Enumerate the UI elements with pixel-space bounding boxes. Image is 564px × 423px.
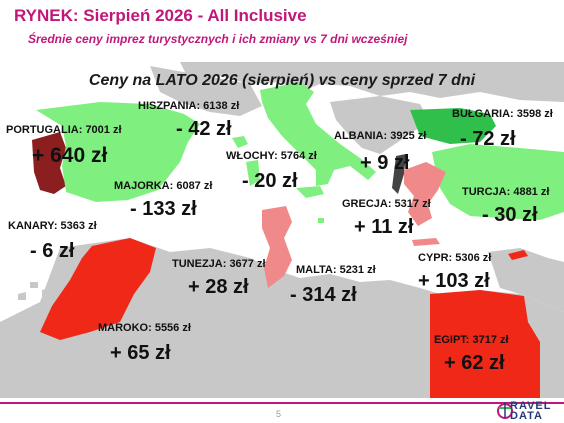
hiszpania-shape — [36, 102, 200, 202]
majorka-change: - 133 zł — [130, 198, 197, 220]
cypr-shape — [508, 250, 528, 260]
albania-change: + 9 zł — [360, 152, 410, 174]
grecja-shape — [404, 162, 446, 226]
turcja-label: TURCJA: 4881 zł — [462, 186, 550, 198]
cypr-change: + 103 zł — [418, 270, 490, 292]
egipt-label: EGIPT: 3717 zł — [434, 334, 509, 346]
sycylia-shape — [296, 186, 324, 198]
majorka-shape — [232, 136, 248, 148]
tunezja-shape — [262, 206, 292, 288]
land-europe-north — [180, 62, 564, 102]
grecja-label: GRECJA: 5317 zł — [342, 198, 431, 210]
malta-change: - 314 zł — [290, 284, 357, 306]
logo-text-top: RAVEL — [510, 400, 552, 412]
wlochy-change: - 20 zł — [242, 170, 298, 192]
maroko-change: + 65 zł — [110, 342, 171, 364]
maroko-shape — [40, 238, 156, 340]
bulgaria-change: - 72 zł — [460, 128, 516, 150]
kanary-2-shape — [42, 288, 50, 296]
map-title: Ceny na LATO 2026 (sierpień) vs ceny spr… — [88, 72, 476, 89]
albania-shape — [392, 154, 406, 194]
cypr-label: CYPR: 5306 zł — [418, 252, 492, 264]
kanary-3-shape — [18, 292, 26, 300]
kanary-label: KANARY: 5363 zł — [8, 220, 97, 232]
land-france — [150, 66, 262, 116]
slide-header: RYNEK: Sierpień 2026 - All Inclusive Śre… — [0, 0, 564, 58]
egipt-change: + 62 zł — [444, 352, 505, 374]
traveldata-logo: RAVEL DATA — [496, 398, 560, 422]
portugalia-change: + 640 zł — [32, 144, 108, 167]
bulgaria-shape — [410, 108, 496, 144]
turcja-shape — [432, 144, 564, 220]
albania-label: ALBANIA: 3925 zł — [334, 130, 427, 142]
sardynia-shape — [246, 160, 260, 186]
majorka-label: MAJORKA: 6087 zł — [114, 180, 213, 192]
kreta-shape — [412, 238, 440, 246]
tunezja-label: TUNEZJA: 3677 zł — [172, 258, 266, 270]
maroko-label: MAROKO: 5556 zł — [98, 322, 191, 334]
hiszpania-label: HISZPANIA: 6138 zł — [138, 100, 240, 112]
tunezja-change: + 28 zł — [188, 276, 249, 298]
logo-text-bottom: DATA — [510, 410, 543, 422]
kanary-change: - 6 zł — [30, 240, 75, 262]
wlochy-shape — [260, 82, 376, 186]
portugalia-shape — [32, 132, 66, 194]
slide-subtitle: Średnie ceny imprez turystycznych i ich … — [28, 32, 408, 46]
mediterranean-map — [0, 62, 564, 398]
turcja-change: - 30 zł — [482, 204, 538, 226]
hiszpania-change: - 42 zł — [176, 118, 232, 140]
portugalia-label: PORTUGALIA: 7001 zł — [6, 124, 122, 136]
land-balkans — [330, 96, 430, 154]
land-middle-east — [488, 248, 564, 312]
malta-label: MALTA: 5231 zł — [296, 264, 376, 276]
egipt-shape — [430, 290, 540, 398]
malta-shape — [318, 218, 324, 223]
page-number: 5 — [276, 409, 282, 419]
logo-globe-icon — [497, 402, 513, 419]
kanary-1-shape — [30, 282, 38, 288]
grecja-change: + 11 zł — [354, 216, 414, 238]
map-shapes — [0, 62, 564, 398]
wlochy-label: WŁOCHY: 5764 zł — [226, 150, 317, 162]
footer-divider — [0, 402, 564, 404]
bulgaria-label: BUŁGARIA: 3598 zł — [452, 108, 553, 120]
slide-title: RYNEK: Sierpień 2026 - All Inclusive — [14, 6, 307, 25]
